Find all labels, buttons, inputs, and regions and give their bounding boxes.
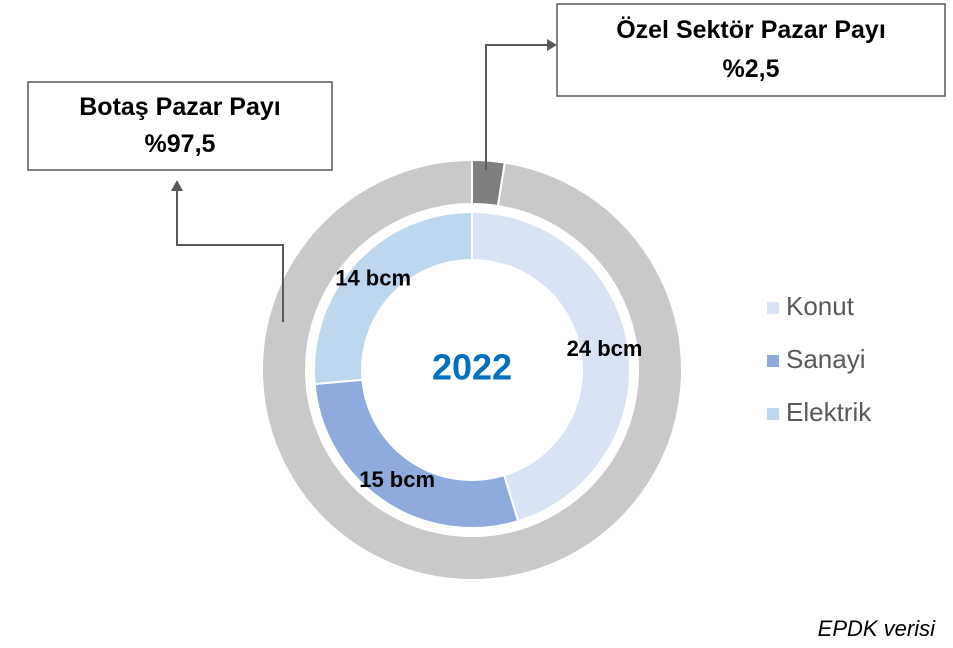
callout-box [27, 81, 333, 171]
callout-arrow [171, 180, 183, 191]
source: EPDK verisi [818, 616, 936, 641]
legend-swatch [767, 408, 779, 420]
callout-title: Botaş Pazar Payı [79, 93, 281, 121]
legend-label: Sanayi [786, 344, 866, 374]
legend-swatch [767, 355, 779, 367]
callout-value: %97,5 [145, 130, 216, 158]
legend-swatch [767, 302, 779, 314]
callout-line [485, 44, 549, 170]
legend-label: Konut [786, 291, 855, 321]
donut-segment [471, 210, 631, 523]
callout-arrow [547, 39, 557, 51]
callout-box [556, 3, 946, 97]
donut-segment [261, 158, 683, 581]
data-label: 14 bcm [335, 265, 411, 290]
data-label: 15 bcm [359, 467, 435, 492]
callout-value: %2,5 [723, 55, 780, 83]
legend-label: Elektrik [786, 397, 872, 427]
donut-segment [313, 210, 473, 386]
callout-title: Özel Sektör Pazar Payı [616, 15, 886, 44]
center-label: 2022 [432, 347, 512, 388]
callout-line [176, 190, 284, 322]
data-label: 24 bcm [567, 336, 643, 361]
